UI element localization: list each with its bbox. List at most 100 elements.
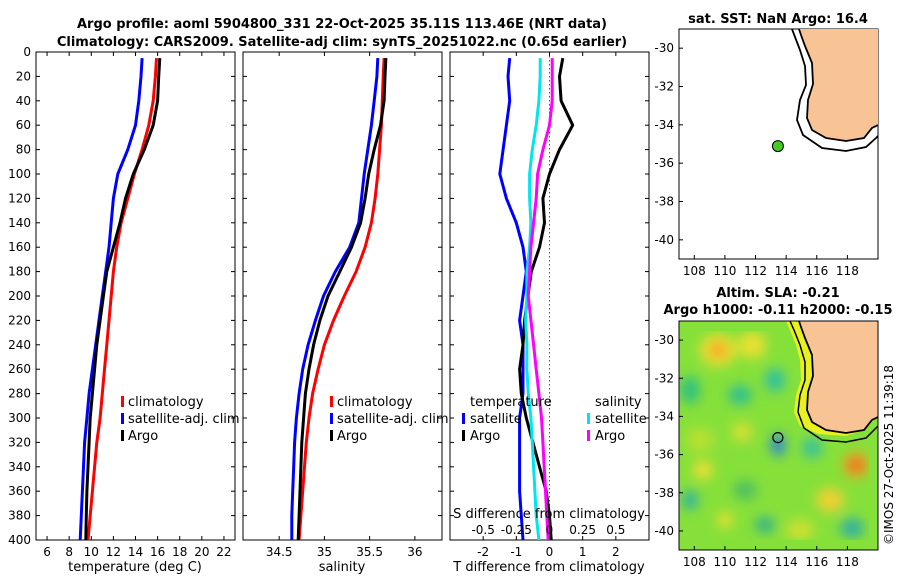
difference-xlabel: T difference from climatology — [452, 560, 645, 575]
x-tick-label: 8 — [65, 545, 73, 559]
map-x-tick-label: 116 — [805, 264, 828, 278]
y-tick-label: 320 — [8, 435, 31, 449]
map-x-tick-label: 110 — [713, 264, 736, 278]
map-x-tick-label: 108 — [683, 555, 706, 569]
sla-blob — [682, 490, 698, 510]
sla-blob — [765, 368, 785, 392]
legend-climatology-label: climatology — [337, 395, 413, 410]
legend-argo-swatch — [121, 430, 124, 441]
y-tick-label: 260 — [8, 362, 31, 376]
series-line-argo — [84, 58, 162, 540]
x-tick-label: 20 — [194, 545, 209, 559]
sla-blob — [771, 434, 785, 456]
legend-satellite-label: satellite-adj. clim — [128, 412, 240, 427]
map-x-tick-label: 118 — [836, 264, 859, 278]
y-tick-label: 380 — [8, 509, 31, 523]
sla-blob — [786, 520, 814, 540]
sla-blob — [816, 488, 844, 512]
x-tick-label: 1 — [579, 545, 587, 559]
australia-land — [799, 321, 878, 433]
x-tick-label: 35 — [317, 545, 332, 559]
map-y-tick-label: -40 — [654, 524, 674, 538]
map-x-tick-label: 112 — [744, 555, 767, 569]
imos-credit: ©IMOS 27-Oct-2025 11:39:18 — [882, 365, 896, 545]
legend-salinity-title: salinity — [595, 395, 642, 410]
legend-s-argo-label: Argo — [595, 429, 625, 444]
sla-blob — [728, 385, 752, 405]
y-tick-label: 280 — [8, 387, 31, 401]
x-tick-label: 34.5 — [266, 545, 293, 559]
series-line-satellite-adj-clim — [290, 58, 380, 540]
x-tick-label: -1 — [510, 545, 522, 559]
s-diff-tick-label: 0 — [546, 523, 554, 537]
temperature-xlabel: temperature (deg C) — [68, 560, 202, 575]
legend-t-argo-label: Argo — [470, 429, 500, 444]
map-x-tick-label: 116 — [805, 555, 828, 569]
coastline — [798, 29, 878, 142]
s-diff-tick-label: -0.5 — [471, 523, 494, 537]
sst-map-title: sat. SST: NaN Argo: 16.4 — [688, 12, 868, 27]
y-tick-label: 200 — [8, 289, 31, 303]
map-y-tick-label: -32 — [654, 371, 674, 385]
y-tick-label: 240 — [8, 338, 31, 352]
map-x-tick-label: 114 — [775, 555, 798, 569]
temperature-legend: climatology satellite-adj. clim Argo — [121, 395, 240, 444]
series-line-t-satellite — [498, 57, 528, 540]
x-tick-label: 6 — [43, 545, 51, 559]
argo-position-marker — [772, 431, 784, 444]
legend-t-argo-swatch — [462, 430, 465, 441]
y-tick-label: 40 — [16, 94, 31, 108]
legend-satellite-label: satellite-adj. clim — [337, 412, 449, 427]
x-tick-label: 0 — [546, 545, 554, 559]
y-tick-label: 300 — [8, 411, 31, 425]
map-x-tick-label: 110 — [713, 555, 736, 569]
contour-line — [789, 321, 878, 443]
x-tick-label: 35.5 — [356, 545, 383, 559]
legend-s-satellite-swatch — [587, 413, 590, 424]
map-x-tick-label: 118 — [836, 555, 859, 569]
salinity-panel: 34.5 35 35.5 36 salinity climatology satell… — [242, 51, 449, 575]
legend-satellite-swatch — [121, 413, 124, 424]
legend-temperature-title: temperature — [470, 395, 552, 410]
map-y-tick-label: -34 — [654, 409, 674, 423]
title-line1: Argo profile: aoml 5904800_331 22-Oct-20… — [77, 17, 607, 32]
sla-blob — [802, 438, 822, 458]
sla-blob — [732, 422, 752, 442]
y-tick-label: 400 — [8, 533, 31, 547]
salinity-legend: climatology satellite-adj. clim Argo — [330, 395, 449, 444]
sla-blob — [717, 512, 733, 528]
series-line-s-argo — [526, 58, 554, 540]
x-tick-label: 2 — [612, 545, 620, 559]
sla-blob — [680, 376, 700, 404]
series-line-climatology — [86, 58, 158, 540]
map-y-tick-label: -30 — [654, 41, 674, 55]
y-tick-label: 100 — [8, 167, 31, 181]
sla-map-frame — [678, 320, 879, 551]
temperature-panel: 0 20 40 60 80 100 120 140 160 180 200 220 240 260 280 3… — [8, 45, 240, 575]
map-y-tick-label: -38 — [654, 195, 674, 209]
x-tick-label: 18 — [172, 545, 187, 559]
sla-map-title1: Altim. SLA: -0.21 — [716, 286, 839, 301]
y-tick-label: 0 — [23, 45, 31, 59]
series-line-climatology — [297, 58, 386, 540]
sla-blob — [755, 517, 775, 533]
x-tick-label: -2 — [477, 545, 489, 559]
x-tick-label: 14 — [128, 545, 143, 559]
temperature-axes-box — [35, 51, 236, 541]
legend-s-argo-swatch — [587, 430, 590, 441]
salinity-xlabel: salinity — [319, 560, 366, 575]
map-x-tick-label: 112 — [744, 264, 767, 278]
map-y-tick-label: -36 — [654, 156, 674, 170]
sst-map: sat. SST: NaN Argo: 16.4 108 110 112 114 116… — [654, 12, 879, 278]
legend-t-satellite-label: satellite — [470, 412, 522, 427]
legend-climatology-swatch — [121, 396, 124, 407]
australia-land — [799, 29, 878, 141]
sla-blob — [693, 461, 713, 479]
y-tick-label: 160 — [8, 240, 31, 254]
legend-argo-swatch — [330, 430, 333, 441]
salinity-axes-box — [242, 51, 443, 541]
sla-map-title2: Argo h1000: -0.11 h2000: -0.15 — [663, 303, 892, 318]
legend-climatology-label: climatology — [128, 395, 204, 410]
sla-map: Altim. SLA: -0.21 Argo h1000: -0.11 h200… — [654, 286, 892, 569]
difference-legend: temperature satellite Argo salinity sate… — [462, 395, 647, 444]
